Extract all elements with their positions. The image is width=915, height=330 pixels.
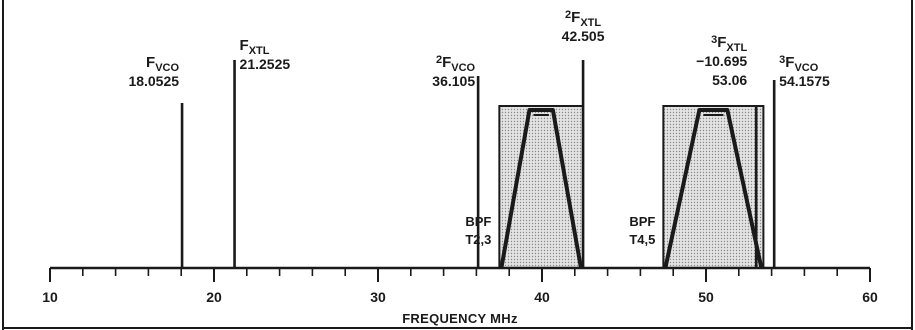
signal-subscript: VCO	[794, 62, 818, 74]
signal-multiplier: 2	[565, 9, 571, 21]
signal-subscript: VCO	[451, 62, 475, 74]
signal-frequency-label: 53.06	[712, 72, 747, 88]
signal-name-label: FXTL	[240, 37, 270, 57]
filter-passband-box	[498, 105, 584, 269]
filter-label-name: T4,5	[629, 232, 655, 247]
signal-name-label: 2FVCO	[436, 54, 476, 74]
signal-frequency-label: 54.1575	[779, 73, 830, 89]
signal-3fxtl: 3FXTL−10.695 53.06	[696, 34, 758, 268]
tick-label-50: 50	[698, 289, 714, 305]
signal-symbol: F	[146, 54, 155, 71]
axis-title: FREQUENCY MHz	[402, 311, 518, 326]
signal-symbol: F	[571, 9, 580, 26]
filter-bpf-t45: BPF T4,5	[629, 105, 765, 269]
signal-symbol: F	[442, 54, 451, 71]
signal-symbol: F	[240, 37, 249, 54]
bandpass-filters: BPFT2,3 BPF T4,5	[465, 105, 765, 269]
filter-bpf-t23: BPFT2,3	[465, 105, 584, 269]
signal-extra-label: −10.695	[696, 53, 747, 69]
signal-name-label: 3FVCO	[779, 54, 819, 74]
signal-subscript: XTL	[249, 45, 270, 57]
signal-frequency-label: 18.0525	[128, 73, 179, 89]
signal-multiplier: 3	[779, 54, 785, 66]
tick-label-10: 10	[42, 289, 58, 305]
signal-frequency-label: 36.105	[432, 73, 475, 89]
signal-name-label: 3FXTL	[711, 34, 747, 54]
signal-frequency-label: 21.2525	[240, 56, 291, 72]
tick-label-20: 20	[206, 289, 222, 305]
frequency-axis: 10 20 30 40 50 60	[42, 266, 878, 305]
signal-multiplier: 3	[711, 34, 717, 46]
signal-subscript: XTL	[726, 42, 747, 54]
tick-label-30: 30	[370, 289, 386, 305]
signal-subscript: VCO	[155, 62, 179, 74]
filter-label-bpf: BPF	[629, 214, 655, 229]
signal-name-label: 2FXTL	[565, 9, 601, 29]
signal-symbol: F	[717, 34, 726, 51]
signal-name-label: FVCO	[146, 54, 179, 74]
signal-subscript: XTL	[580, 17, 601, 29]
signal-multiplier: 2	[436, 54, 442, 66]
signal-symbol: F	[785, 54, 794, 71]
filter-response-curve	[499, 108, 583, 269]
signal-frequency-label: 42.505	[562, 28, 605, 44]
tick-label-40: 40	[534, 289, 550, 305]
filter-passband-box	[662, 105, 765, 269]
tick-label-60: 60	[862, 289, 878, 305]
filter-response-curve	[663, 108, 764, 269]
